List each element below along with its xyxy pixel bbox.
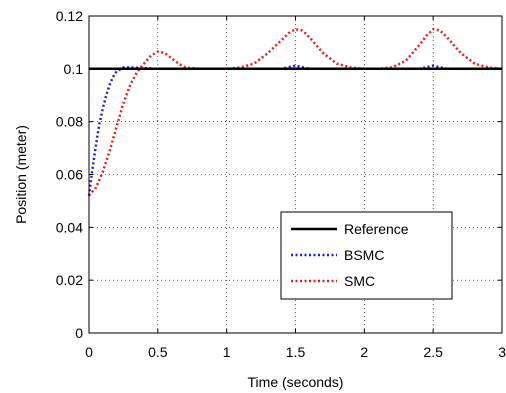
x-tick-label: 0 <box>85 344 93 360</box>
x-tick-label: 2 <box>360 344 368 360</box>
tick-labels: 0 0.5 1 1.5 2 2.5 3 0 0.02 0.04 0.06 0.08 0.1 0.12 <box>56 8 506 360</box>
y-tick-label: 0.08 <box>56 114 83 130</box>
legend-label-bsmc: BSMC <box>344 247 384 263</box>
y-tick-label: 0.12 <box>56 8 83 24</box>
x-tick-label: 1.5 <box>286 344 306 360</box>
legend: Reference BSMC SMC <box>280 211 453 300</box>
y-tick-label: 0.04 <box>56 219 83 235</box>
ticks <box>88 15 503 334</box>
x-tick-label: 2.5 <box>423 344 443 360</box>
legend-label-reference: Reference <box>344 221 409 237</box>
series-line-smc <box>88 27 503 197</box>
x-tick-label: 3 <box>498 344 506 360</box>
y-tick-label: 0.06 <box>56 167 83 183</box>
x-tick-label: 1 <box>223 344 231 360</box>
y-axis-label: Position (meter) <box>13 125 29 224</box>
y-tick-label: 0.02 <box>56 272 83 288</box>
legend-label-smc: SMC <box>344 273 375 289</box>
x-tick-label: 0.5 <box>148 344 168 360</box>
y-tick-label: 0.1 <box>64 61 84 77</box>
y-tick-label: 0 <box>75 325 83 341</box>
x-axis-label: Time (seconds) <box>248 374 344 390</box>
series-layer <box>87 27 503 197</box>
